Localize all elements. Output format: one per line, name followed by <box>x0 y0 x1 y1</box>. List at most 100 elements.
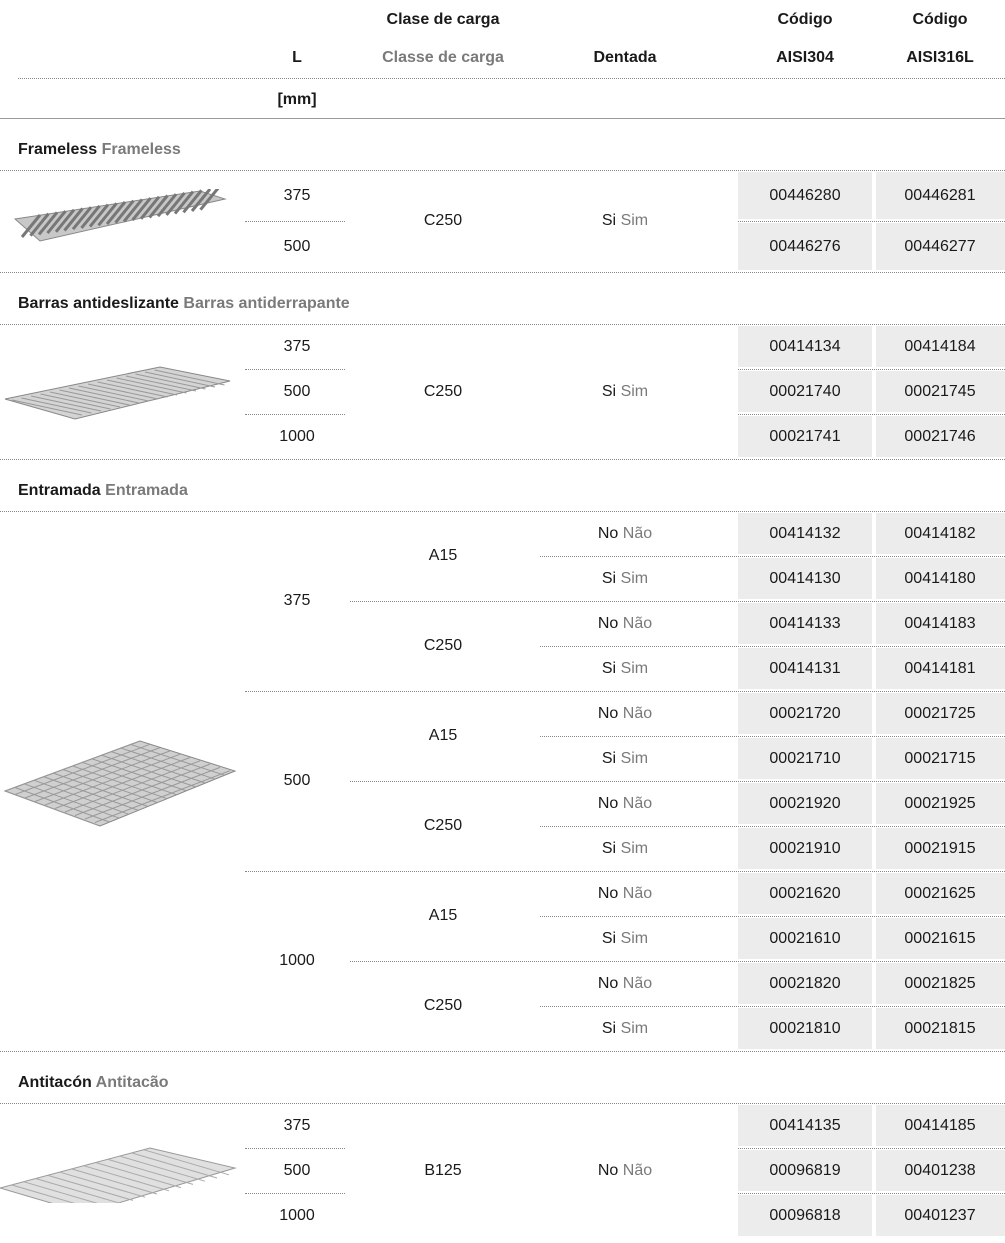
code-aisi316: 00401238 <box>904 1161 976 1179</box>
code-cell <box>876 828 1005 869</box>
divider <box>738 1148 1005 1149</box>
code-cell <box>738 783 872 824</box>
length: 1000 <box>279 427 315 445</box>
code-cell <box>876 1150 1005 1191</box>
code-aisi316: 00414185 <box>904 1116 976 1134</box>
text: Sim <box>620 382 649 400</box>
text: Entramada <box>105 482 188 499</box>
code-aisi304: 00021710 <box>769 749 841 767</box>
load-class: A15 <box>428 727 458 744</box>
length: 500 <box>283 772 311 789</box>
load-class: C250 <box>423 997 463 1014</box>
code-cell <box>738 648 872 689</box>
text: Si <box>601 839 617 857</box>
code-aisi304: 00414131 <box>769 659 841 677</box>
load-class: A15 <box>428 907 458 924</box>
length: 375 <box>283 186 311 204</box>
text: Antitacón <box>18 1074 92 1091</box>
length: 500 <box>283 382 311 400</box>
code-aisi316: 00021615 <box>904 929 976 947</box>
code-cell <box>738 223 872 270</box>
code-aisi316: 00021925 <box>904 794 976 812</box>
divider <box>738 414 1005 415</box>
code-aisi304: 00414130 <box>769 569 841 587</box>
code-aisi304: 00021740 <box>769 382 841 400</box>
code-cell <box>876 648 1005 689</box>
divider <box>245 691 1005 692</box>
text: Si <box>601 929 617 947</box>
text: Sim <box>620 1019 649 1037</box>
header-clase-pt: Classe de carga <box>382 49 504 66</box>
toothed: Si Sim <box>602 930 648 948</box>
text: Não <box>622 1161 653 1179</box>
text: No <box>597 974 619 992</box>
code-cell <box>876 326 1005 367</box>
code-aisi304: 00414135 <box>769 1116 841 1134</box>
text: Si <box>601 1019 617 1037</box>
section-title: Antitacón Antitacão <box>18 1074 169 1092</box>
code-cell <box>738 1150 872 1191</box>
length: 500 <box>283 1161 311 1179</box>
text: Barras antideslizante <box>18 295 179 312</box>
text: Si <box>601 749 617 767</box>
divider <box>0 272 1005 273</box>
section-title: Frameless Frameless <box>18 141 181 159</box>
header-clase: Clase de carga <box>386 11 500 28</box>
text: Si <box>601 659 617 677</box>
text: Antitacão <box>95 1074 169 1091</box>
toothed: No Não <box>598 615 652 633</box>
code-cell <box>738 603 872 644</box>
text: Si <box>601 382 617 400</box>
code-aisi316: 00414181 <box>904 659 976 677</box>
code-cell <box>738 513 872 554</box>
text: Sim <box>620 212 649 229</box>
divider <box>245 414 345 415</box>
divider <box>738 369 1005 370</box>
divider <box>245 369 345 370</box>
text: Não <box>622 524 653 542</box>
text: Não <box>622 614 653 632</box>
code-cell <box>876 416 1005 457</box>
code-cell <box>876 783 1005 824</box>
load-class: C250 <box>423 637 463 654</box>
code-aisi304: 00021920 <box>769 794 841 812</box>
code-cell <box>876 172 1005 219</box>
code-aisi304: 00021820 <box>769 974 841 992</box>
toothed: No Não <box>598 705 652 723</box>
divider <box>350 601 1005 602</box>
load-class: C250 <box>423 212 463 229</box>
code-cell <box>738 1195 872 1236</box>
text: Si <box>601 212 617 229</box>
load-class: B125 <box>424 1161 462 1179</box>
text: No <box>597 524 619 542</box>
divider <box>540 826 1005 827</box>
toothed: Si Sim <box>602 750 648 768</box>
code-aisi304: 00414133 <box>769 614 841 632</box>
divider <box>245 871 1005 872</box>
code-cell <box>738 558 872 599</box>
code-cell <box>876 513 1005 554</box>
divider <box>540 736 1005 737</box>
code-aisi316: 00021746 <box>904 427 976 445</box>
text: Não <box>622 884 653 902</box>
text: Sim <box>620 749 649 767</box>
divider <box>540 916 1005 917</box>
text: Não <box>622 974 653 992</box>
header-aisi316: AISI316L <box>906 49 974 66</box>
code-cell <box>876 918 1005 959</box>
divider <box>350 781 1005 782</box>
divider <box>18 78 1005 79</box>
code-cell <box>738 172 872 219</box>
divider <box>245 1148 345 1149</box>
toothed: Si Sim <box>602 660 648 678</box>
code-cell <box>738 416 872 457</box>
text: Frameless <box>101 141 181 158</box>
code-cell <box>738 828 872 869</box>
length: 375 <box>283 337 311 355</box>
divider <box>245 1193 345 1194</box>
code-aisi304: 00021910 <box>769 839 841 857</box>
divider <box>350 961 1005 962</box>
code-cell <box>876 693 1005 734</box>
text: No <box>597 884 619 902</box>
